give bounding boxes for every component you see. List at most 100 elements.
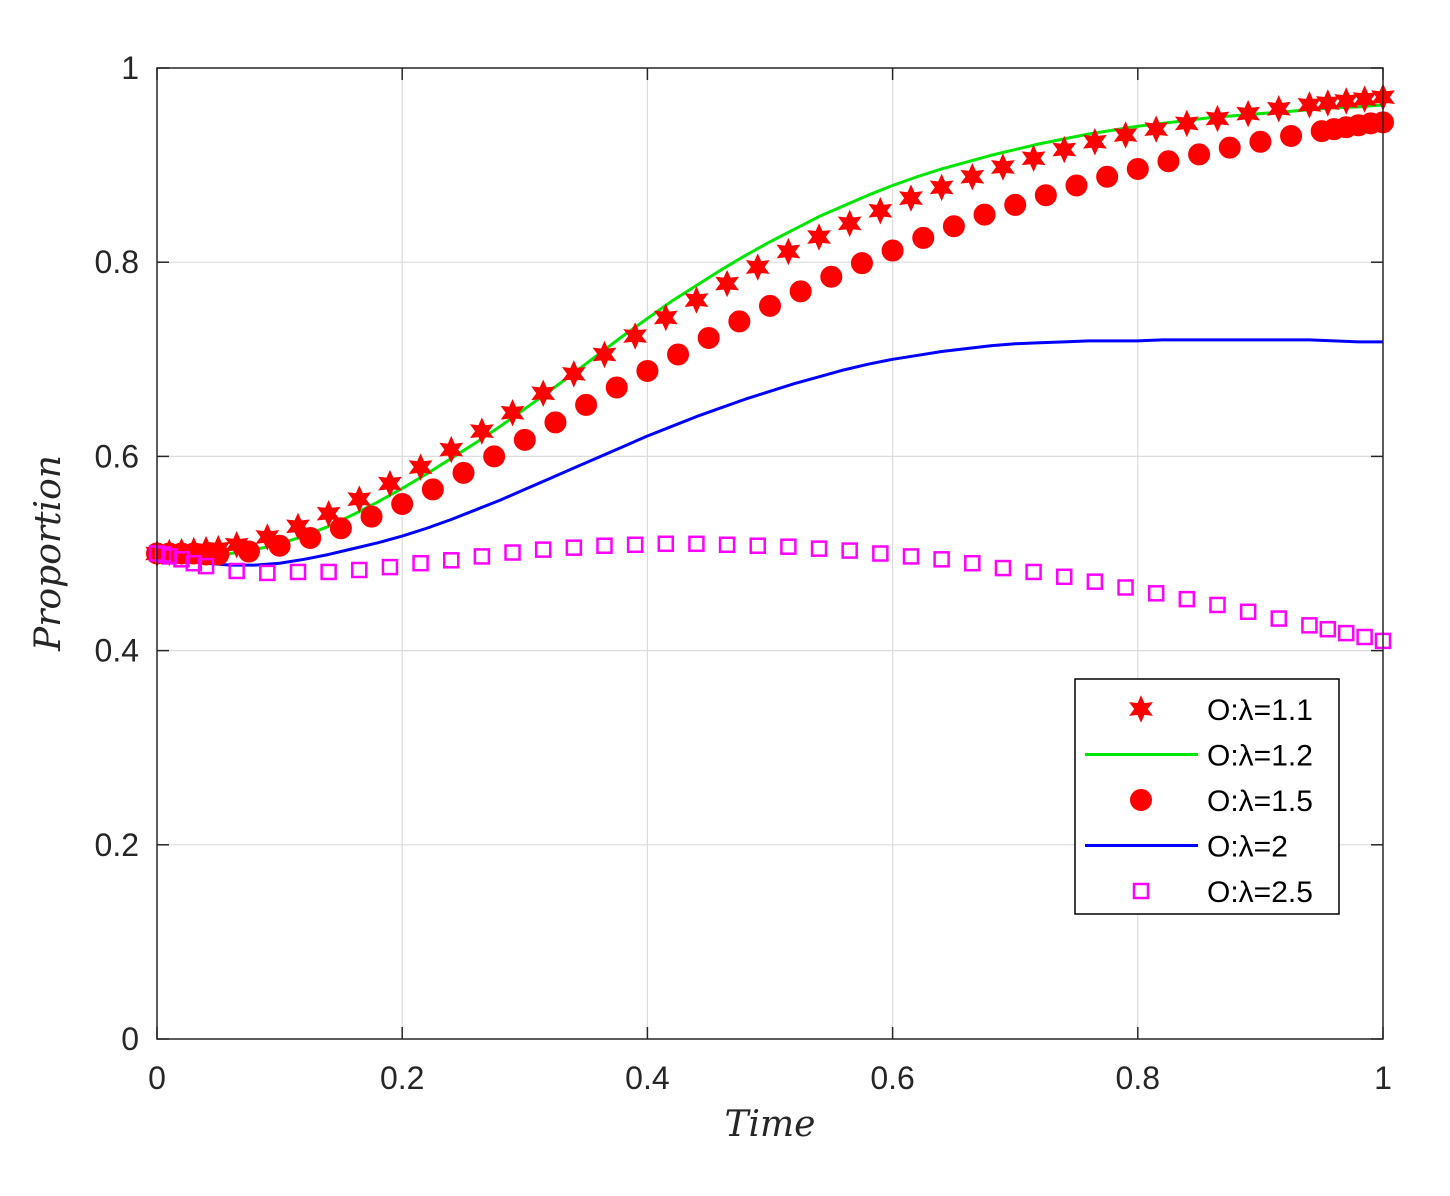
data-point bbox=[544, 411, 567, 434]
data-point bbox=[902, 548, 920, 565]
data-point bbox=[531, 379, 556, 408]
data-point bbox=[1188, 143, 1211, 166]
data-point bbox=[1157, 150, 1180, 173]
data-point bbox=[872, 545, 889, 562]
x-tick-label: 1 bbox=[1374, 1060, 1392, 1096]
y-tick-label: 0.2 bbox=[95, 827, 139, 863]
data-point bbox=[442, 552, 460, 569]
data-point bbox=[224, 531, 249, 559]
data-point bbox=[929, 173, 954, 202]
data-point bbox=[1117, 579, 1134, 596]
legend-marker-4 bbox=[1132, 882, 1150, 900]
data-point bbox=[881, 239, 904, 262]
y-axis-label: Proportion bbox=[28, 455, 69, 652]
data-point bbox=[749, 537, 766, 554]
data-point bbox=[185, 554, 203, 572]
data-point bbox=[899, 184, 923, 212]
legend-label-3: O:λ=2 bbox=[1207, 831, 1288, 864]
legend-box bbox=[1074, 678, 1340, 915]
data-point bbox=[1126, 157, 1149, 180]
data-point bbox=[933, 551, 950, 568]
data-point bbox=[469, 417, 494, 445]
data-point bbox=[1280, 124, 1303, 147]
data-point bbox=[575, 393, 598, 416]
legend-marker-0 bbox=[1129, 695, 1153, 723]
data-point bbox=[381, 558, 399, 576]
data-point bbox=[1218, 136, 1241, 159]
data-point bbox=[1034, 184, 1057, 207]
data-point bbox=[207, 543, 230, 566]
x-tick-label: 0.2 bbox=[380, 1060, 424, 1096]
data-point bbox=[1356, 628, 1373, 646]
data-point bbox=[1021, 144, 1046, 173]
data-point bbox=[1004, 193, 1027, 216]
data-point bbox=[1096, 165, 1119, 188]
data-point bbox=[1239, 603, 1257, 621]
data-point bbox=[329, 517, 352, 540]
data-point bbox=[408, 453, 433, 481]
tick-labels: 0 0.2 0.4 0.6 0.8 1 0 0.2 0.4 0.6 0.8 1 bbox=[95, 50, 1392, 1096]
data-point bbox=[942, 215, 965, 238]
x-axis-label: Time bbox=[725, 1104, 816, 1145]
x-tick-label: 0.6 bbox=[870, 1060, 914, 1096]
data-point bbox=[360, 505, 383, 528]
data-point bbox=[255, 523, 280, 551]
data-point bbox=[228, 562, 245, 580]
data-point bbox=[991, 153, 1015, 181]
data-point bbox=[1086, 573, 1104, 590]
data-point bbox=[1113, 121, 1138, 149]
series-3 bbox=[156, 338, 1383, 567]
data-point bbox=[500, 398, 525, 427]
data-point bbox=[973, 203, 996, 226]
data-point bbox=[1082, 128, 1107, 156]
data-point bbox=[421, 478, 444, 501]
data-point bbox=[1266, 95, 1291, 123]
data-point bbox=[161, 548, 178, 565]
data-point bbox=[483, 445, 506, 468]
series-layer bbox=[145, 83, 1395, 650]
data-point bbox=[320, 563, 337, 581]
y-tick-label: 0 bbox=[121, 1021, 139, 1057]
data-point bbox=[623, 322, 648, 350]
series-4 bbox=[148, 535, 1392, 650]
data-point bbox=[1055, 568, 1073, 586]
y-tick-label: 0.6 bbox=[95, 438, 139, 474]
data-point bbox=[850, 252, 873, 275]
data-point bbox=[513, 428, 536, 451]
ticks bbox=[156, 67, 1384, 1040]
legend-marker-2 bbox=[1130, 789, 1152, 811]
data-point bbox=[807, 223, 831, 251]
y-tick-label: 1 bbox=[121, 50, 139, 86]
data-point bbox=[439, 435, 464, 464]
data-point bbox=[1249, 130, 1272, 153]
data-point bbox=[351, 561, 368, 579]
data-point bbox=[1025, 563, 1042, 581]
data-point bbox=[1065, 174, 1088, 197]
data-point bbox=[688, 535, 705, 553]
data-point bbox=[561, 360, 586, 388]
data-point bbox=[718, 536, 736, 554]
data-point bbox=[667, 343, 690, 366]
data-point bbox=[1209, 596, 1226, 614]
data-point bbox=[964, 554, 981, 572]
data-point bbox=[1144, 115, 1169, 143]
data-point bbox=[286, 512, 310, 541]
data-point bbox=[347, 485, 372, 513]
legend: O:λ=1.1 O:λ=1.2 O:λ=1.5 O:λ=2 O:λ=2.5 bbox=[1074, 678, 1340, 915]
data-point bbox=[820, 265, 843, 288]
y-tick-label: 0.4 bbox=[95, 633, 139, 669]
data-point bbox=[173, 551, 190, 568]
data-point bbox=[534, 541, 552, 558]
data-point bbox=[1236, 99, 1261, 128]
data-point bbox=[268, 534, 291, 557]
data-point bbox=[565, 539, 583, 556]
series-line bbox=[156, 338, 1383, 567]
data-point bbox=[197, 557, 215, 575]
data-point bbox=[1147, 585, 1165, 602]
data-point bbox=[473, 548, 491, 565]
data-point bbox=[596, 537, 613, 554]
data-point bbox=[994, 559, 1012, 577]
data-point bbox=[657, 535, 675, 553]
data-point bbox=[697, 326, 720, 349]
grid bbox=[157, 68, 1383, 1039]
